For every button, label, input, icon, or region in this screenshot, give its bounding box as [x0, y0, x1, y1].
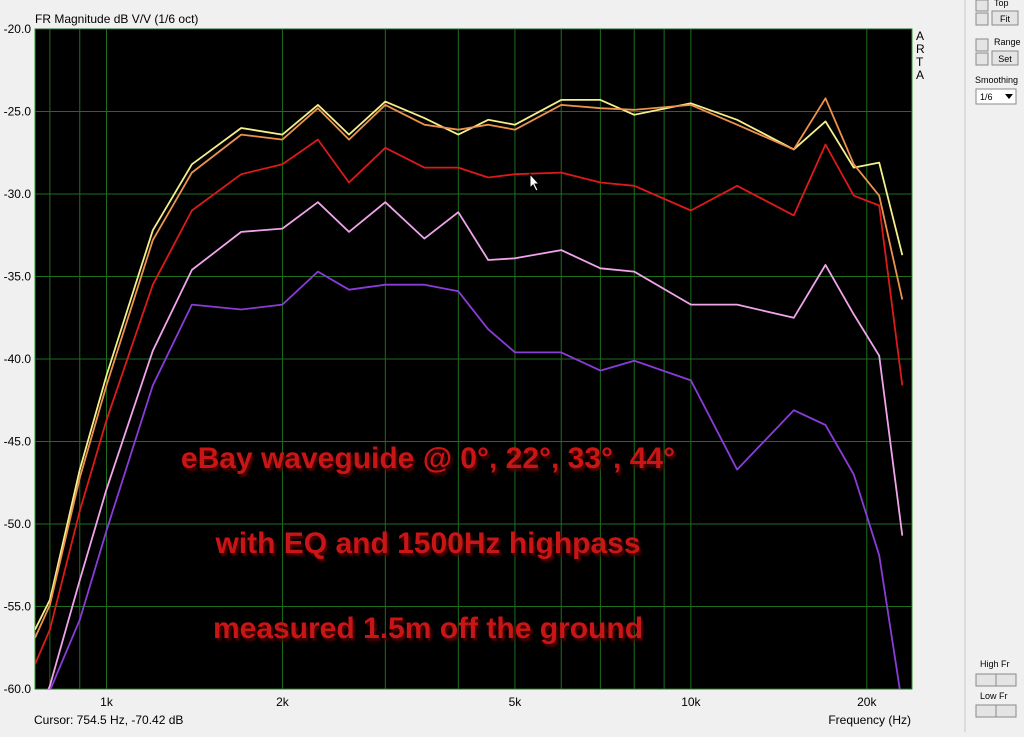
label-smoothing: Smoothing [975, 75, 1018, 85]
smoothing-select[interactable] [975, 88, 1017, 105]
annotation: eBay waveguide @ 0°, 22°, 33°, 44° [181, 442, 675, 475]
x-tick-label: 5k [509, 695, 523, 709]
smoothing-value: 1/6 [980, 92, 993, 102]
x-tick-label: 10k [681, 695, 701, 709]
series-line [49, 270, 901, 689]
set-label: Set [998, 54, 1012, 64]
y-tick-label: -40.0 [4, 352, 32, 366]
series-line [35, 138, 904, 665]
label-range: Range [994, 37, 1021, 47]
low-fr-right[interactable] [995, 704, 1017, 718]
y-tick-label: -60.0 [4, 682, 32, 696]
x-tick-label: 1k [100, 695, 114, 709]
y-tick-label: -50.0 [4, 517, 32, 531]
annotation: with EQ and 1500Hz highpass [214, 527, 640, 560]
spin-up[interactable] [975, 0, 989, 12]
x-tick-label: 2k [276, 695, 290, 709]
label-low-fr: Low Fr [980, 691, 1008, 701]
label-top: Top [994, 0, 1009, 8]
cursor-readout: Cursor: 754.5 Hz, -70.42 dB [34, 713, 183, 727]
series-line [35, 97, 904, 639]
y-tick-label: -30.0 [4, 187, 32, 201]
x-tick-label: 20k [857, 695, 877, 709]
x-axis-label: Frequency (Hz) [828, 713, 911, 727]
series-line [47, 201, 904, 689]
high-fr-right[interactable] [995, 673, 1017, 687]
set-button[interactable] [991, 50, 1019, 66]
spin-up[interactable] [975, 38, 989, 52]
annotation: measured 1.5m off the ground [213, 612, 643, 645]
y-tick-label: -55.0 [4, 600, 32, 614]
spin-down[interactable] [975, 12, 989, 26]
y-tick-label: -35.0 [4, 270, 32, 284]
fit-button[interactable] [991, 10, 1019, 26]
chart-title: FR Magnitude dB V/V (1/6 oct) [35, 12, 198, 26]
high-fr-left[interactable] [975, 673, 997, 687]
mouse-cursor [529, 172, 541, 192]
fit-label: Fit [1000, 14, 1010, 24]
y-tick-label: -25.0 [4, 105, 32, 119]
dropdown-arrow [1005, 94, 1013, 99]
y-tick-label: -45.0 [4, 435, 32, 449]
y-tick-label: -20.0 [4, 22, 32, 36]
label-high-fr: High Fr [980, 659, 1010, 669]
low-fr-left[interactable] [975, 704, 997, 718]
spin-down[interactable] [975, 52, 989, 66]
